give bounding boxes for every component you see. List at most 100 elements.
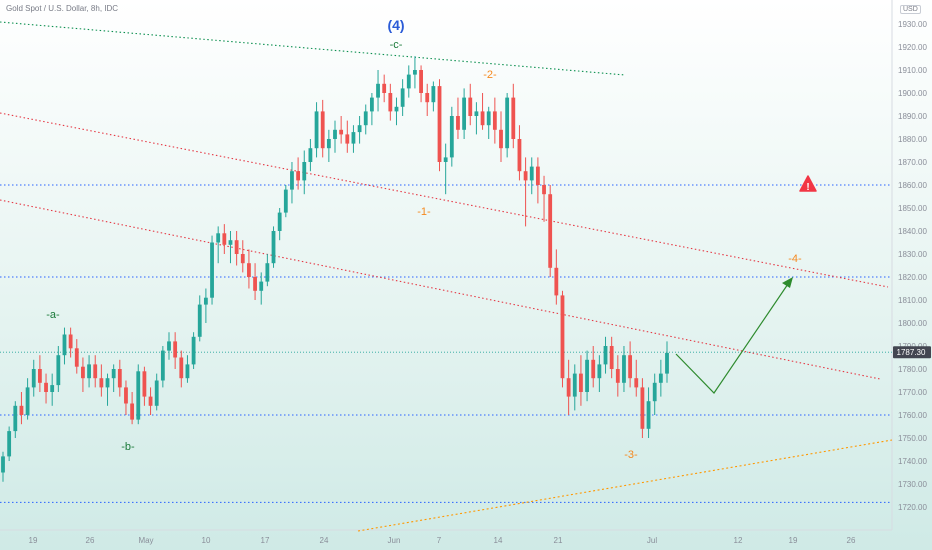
- candle-body: [302, 162, 307, 181]
- chart-title: Gold Spot / U.S. Dollar, 8h, IDC: [6, 4, 119, 13]
- candle-body: [468, 97, 473, 116]
- candle-body: [37, 369, 42, 383]
- candle-body: [154, 380, 159, 406]
- candle-body: [308, 148, 313, 162]
- candle-body: [437, 86, 442, 162]
- wave-label: (4): [387, 17, 404, 33]
- x-tick-label: 21: [554, 536, 563, 545]
- candle-body: [99, 378, 104, 388]
- x-tick-label: 17: [261, 536, 270, 545]
- candle-body: [486, 111, 491, 126]
- candle-body: [603, 346, 608, 365]
- wave-label: -c-: [390, 39, 403, 51]
- candle-body: [25, 387, 30, 415]
- candle-body: [572, 373, 577, 397]
- wave-label: -b-: [121, 441, 135, 453]
- candle-body: [615, 369, 620, 383]
- candle-body: [658, 373, 663, 383]
- candle-body: [480, 111, 485, 126]
- candle-body: [394, 106, 399, 112]
- y-tick-label: 1840.00: [898, 227, 927, 236]
- x-tick-label: 10: [202, 536, 211, 545]
- candle-body: [87, 364, 91, 379]
- candle-body: [665, 352, 669, 374]
- candle-body: [351, 132, 356, 144]
- candle-body: [179, 357, 184, 379]
- candle-body: [622, 355, 626, 383]
- red-channel-line-upper: [0, 112, 889, 288]
- x-tick-label: 19: [789, 536, 798, 545]
- candle-body: [210, 242, 214, 298]
- candle-body: [357, 125, 362, 133]
- last-price-label: 1787.30: [897, 348, 926, 357]
- candle-body: [548, 194, 553, 268]
- x-tick-label: 26: [847, 536, 856, 545]
- warning-triangle-icon[interactable]: !: [799, 175, 817, 193]
- candle-body: [333, 129, 337, 139]
- candle-body: [640, 387, 645, 429]
- candle-body: [283, 189, 288, 213]
- candle-body: [44, 382, 48, 392]
- candle-body: [148, 396, 153, 406]
- y-tick-label: 1750.00: [898, 434, 927, 443]
- candle-body: [93, 364, 98, 379]
- candle-body: [68, 334, 73, 349]
- y-tick-label: 1760.00: [898, 411, 927, 420]
- candle-body: [652, 382, 657, 402]
- y-tick-label: 1720.00: [898, 503, 927, 512]
- y-tick-label: 1740.00: [898, 457, 927, 466]
- wave-label: -4-: [788, 253, 802, 265]
- x-tick-label: 14: [494, 536, 503, 545]
- candle-body: [185, 364, 190, 379]
- candle-body: [406, 74, 411, 89]
- candle-body: [81, 366, 85, 379]
- x-tick-label: 7: [437, 536, 442, 545]
- candle-body: [579, 373, 583, 392]
- candle-body: [339, 129, 344, 135]
- candle-body: [597, 364, 602, 379]
- candle-body: [216, 233, 221, 243]
- upper-channel-line: [0, 21, 626, 76]
- candle-body: [197, 304, 202, 337]
- candle-body: [474, 111, 479, 116]
- candle-body: [363, 111, 368, 126]
- wave-label: -1-: [417, 206, 431, 218]
- candle-body: [253, 277, 257, 291]
- y-tick-label: 1870.00: [898, 158, 927, 167]
- y-tick-label: 1810.00: [898, 296, 927, 305]
- candle-body: [566, 378, 571, 397]
- candle-body: [124, 387, 128, 404]
- candle-body: [425, 93, 430, 103]
- candle-body: [413, 70, 417, 75]
- candle-body: [449, 116, 454, 158]
- candle-body: [511, 97, 516, 139]
- candle-body: [456, 116, 460, 130]
- candle-body: [247, 263, 251, 277]
- y-tick-label: 1780.00: [898, 365, 927, 374]
- candle-body: [277, 212, 282, 231]
- y-tick-label: 1890.00: [898, 112, 927, 121]
- candle-body: [31, 369, 36, 388]
- candle-body: [142, 371, 147, 397]
- candle-body: [462, 97, 467, 130]
- candle-body: [111, 369, 116, 379]
- y-tick-label: 1920.00: [898, 43, 927, 52]
- candle-body: [222, 233, 227, 245]
- candle-body: [7, 431, 12, 457]
- candle-body: [499, 129, 503, 149]
- svg-text:!: !: [806, 182, 809, 193]
- candle-body: [634, 378, 639, 388]
- y-tick-label: 1830.00: [898, 250, 927, 259]
- candle-body: [400, 88, 405, 107]
- candle-body: [591, 359, 596, 379]
- candle-body: [167, 341, 171, 351]
- currency-button[interactable]: USD: [900, 5, 921, 14]
- candle-body: [554, 267, 559, 296]
- candle-body: [320, 111, 325, 149]
- candle-body: [376, 83, 380, 98]
- candle-body: [505, 97, 510, 149]
- y-tick-label: 1930.00: [898, 20, 927, 29]
- candle-body: [585, 359, 589, 392]
